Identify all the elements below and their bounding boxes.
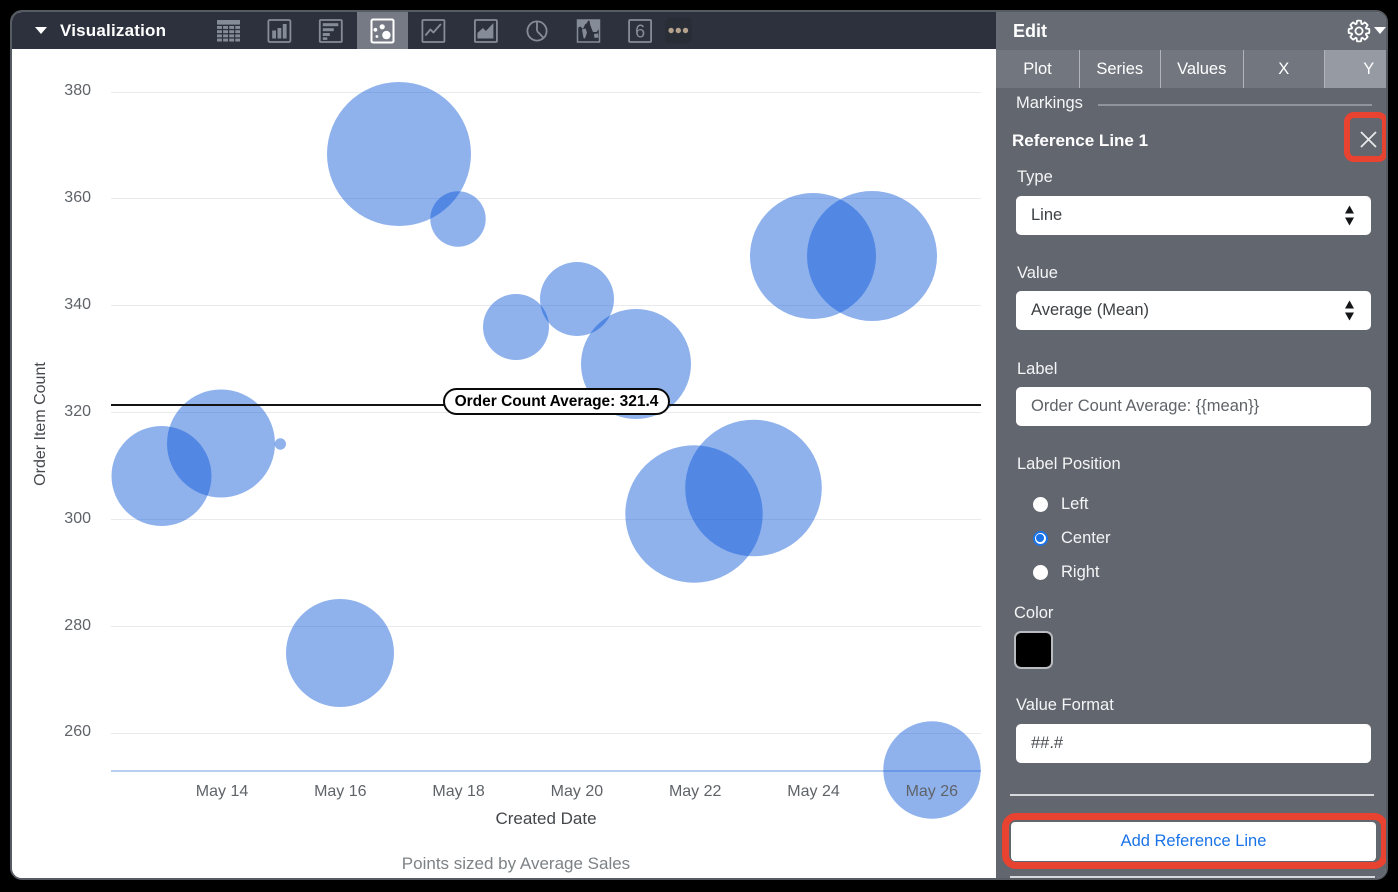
svg-text:6: 6 (635, 22, 645, 42)
